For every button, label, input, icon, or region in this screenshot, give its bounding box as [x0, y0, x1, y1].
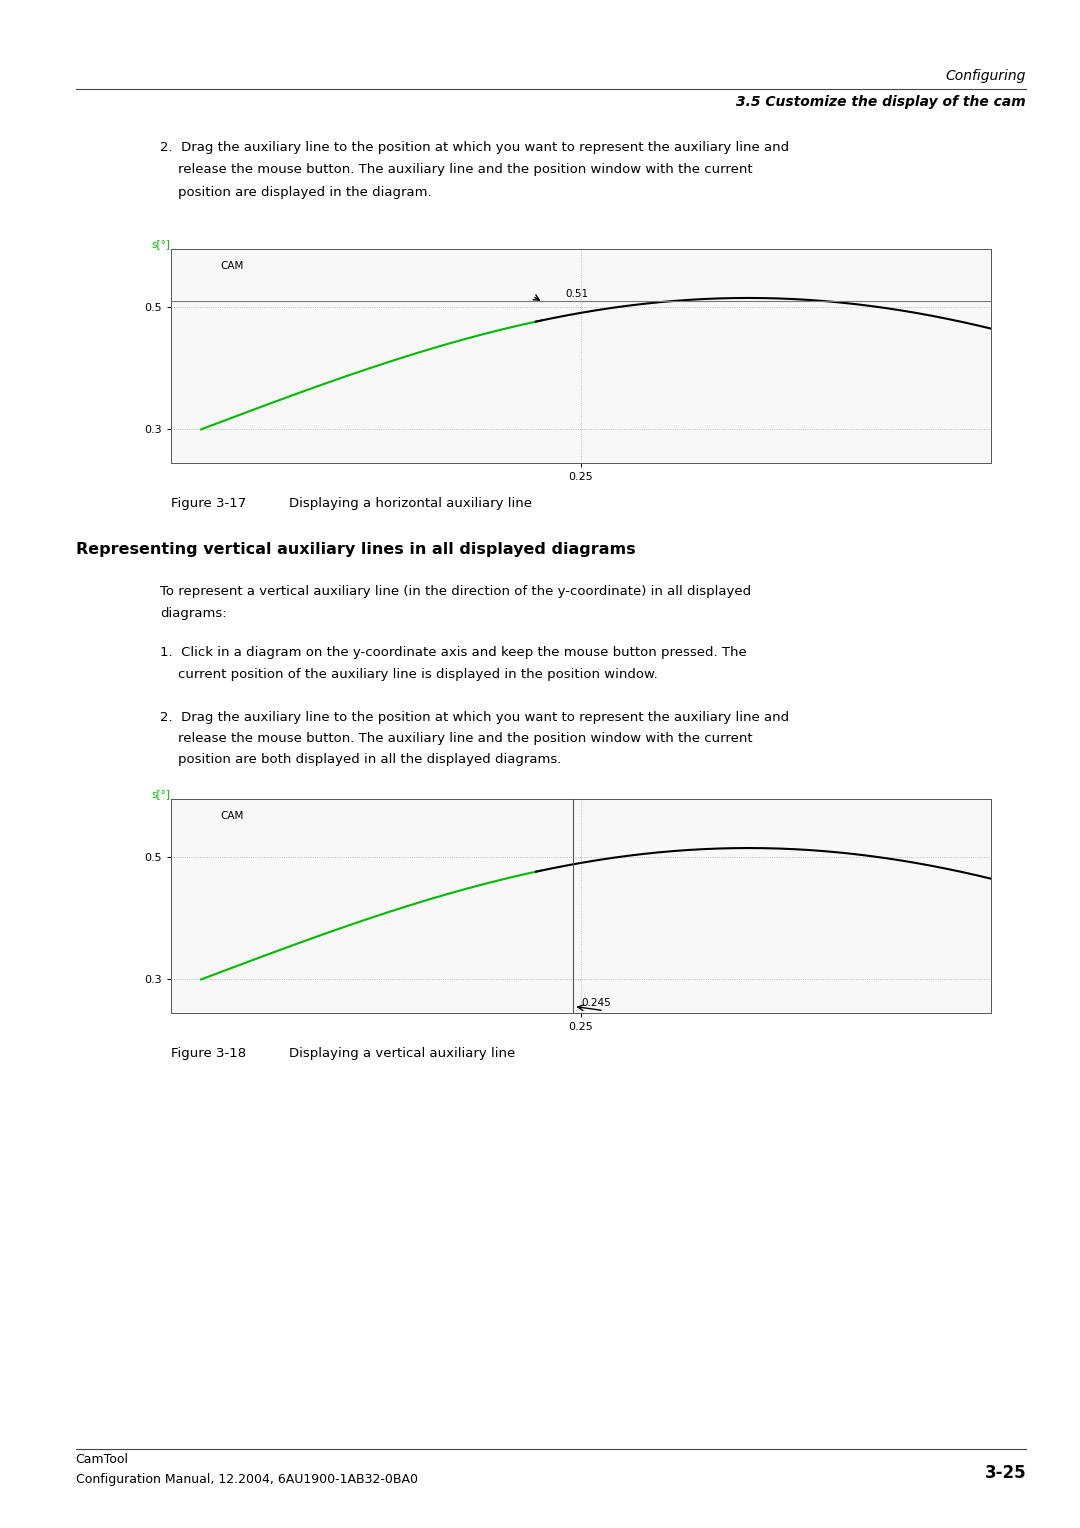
Text: Figure 3-18: Figure 3-18 — [171, 1047, 246, 1060]
Text: CamTool: CamTool — [76, 1453, 129, 1467]
Text: position are displayed in the diagram.: position are displayed in the diagram. — [178, 186, 432, 200]
Text: s[°]: s[°] — [151, 788, 171, 799]
Text: CAM: CAM — [220, 261, 244, 272]
Text: Configuring: Configuring — [946, 69, 1026, 83]
Text: 3.5 Customize the display of the cam: 3.5 Customize the display of the cam — [737, 95, 1026, 108]
Text: release the mouse button. The auxiliary line and the position window with the cu: release the mouse button. The auxiliary … — [178, 732, 753, 746]
Text: release the mouse button. The auxiliary line and the position window with the cu: release the mouse button. The auxiliary … — [178, 163, 753, 177]
Text: CAM: CAM — [220, 811, 244, 822]
Text: 2.  Drag the auxiliary line to the position at which you want to represent the a: 2. Drag the auxiliary line to the positi… — [160, 141, 789, 154]
Text: s[°]: s[°] — [151, 238, 171, 249]
Text: diagrams:: diagrams: — [160, 607, 227, 620]
Text: 2.  Drag the auxiliary line to the position at which you want to represent the a: 2. Drag the auxiliary line to the positi… — [160, 711, 789, 724]
Text: Displaying a horizontal auxiliary line: Displaying a horizontal auxiliary line — [289, 497, 532, 510]
Text: 3-25: 3-25 — [984, 1464, 1026, 1482]
Text: To represent a vertical auxiliary line (in the direction of the y-coordinate) in: To represent a vertical auxiliary line (… — [160, 585, 751, 599]
Text: 1.  Click in a diagram on the y-coordinate axis and keep the mouse button presse: 1. Click in a diagram on the y-coordinat… — [160, 646, 746, 660]
Text: Configuration Manual, 12.2004, 6AU1900-1AB32-0BA0: Configuration Manual, 12.2004, 6AU1900-1… — [76, 1473, 418, 1487]
Text: current position of the auxiliary line is displayed in the position window.: current position of the auxiliary line i… — [178, 668, 658, 681]
Text: 0.245: 0.245 — [581, 998, 611, 1008]
Text: Displaying a vertical auxiliary line: Displaying a vertical auxiliary line — [289, 1047, 515, 1060]
Text: Figure 3-17: Figure 3-17 — [171, 497, 246, 510]
Text: Representing vertical auxiliary lines in all displayed diagrams: Representing vertical auxiliary lines in… — [76, 542, 635, 558]
Text: 0.51: 0.51 — [566, 289, 589, 299]
Text: position are both displayed in all the displayed diagrams.: position are both displayed in all the d… — [178, 753, 562, 767]
